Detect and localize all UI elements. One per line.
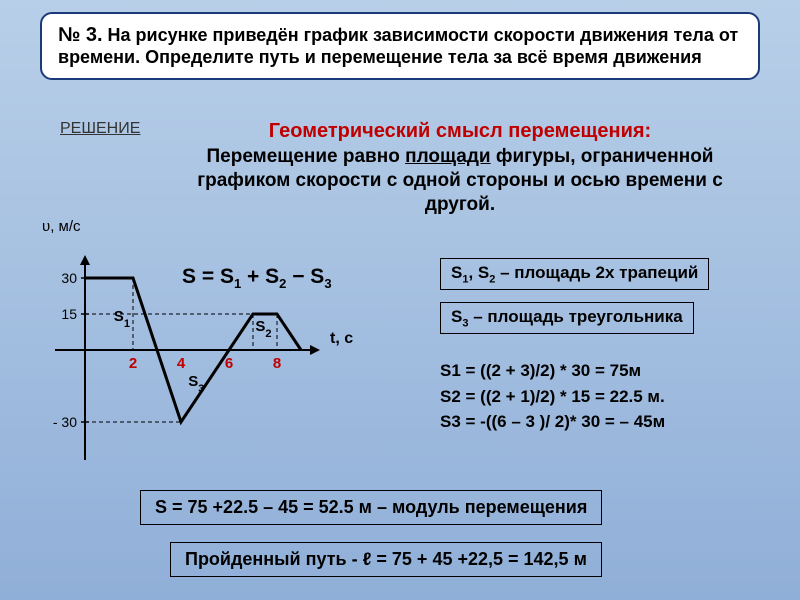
trapezoid-note: S1, S2 – площадь 2х трапеций: [440, 258, 709, 290]
problem-box: № 3. На рисунке приведён график зависимо…: [40, 12, 760, 80]
calculations: S1 = ((2 + 3)/2) * 30 = 75м S2 = ((2 + 1…: [440, 358, 665, 435]
svg-text:- 30: - 30: [53, 414, 77, 430]
svg-text:S3: S3: [188, 373, 204, 395]
problem-text: № 3. На рисунке приведён график зависимо…: [58, 25, 738, 67]
y-axis-label: υ, м/с: [42, 218, 81, 235]
calc-s1: S1 = ((2 + 3)/2) * 30 = 75м: [440, 358, 665, 384]
result-path: Пройденный путь - ℓ = 75 + 45 +22,5 = 14…: [170, 542, 602, 577]
calc-s3: S3 = -((6 – 3 )/ 2)* 30 = – 45м: [440, 409, 665, 435]
formula-sum: S = S1 + S2 − S3: [182, 265, 332, 291]
calc-s2: S2 = ((2 + 1)/2) * 15 = 22.5 м.: [440, 384, 665, 410]
svg-text:15: 15: [61, 306, 77, 322]
problem-body: На рисунке приведён график зависимости с…: [58, 25, 738, 67]
x-axis-label: t, с: [330, 330, 353, 348]
svg-text:4: 4: [177, 355, 186, 372]
solution-label: РЕШЕНИЕ: [60, 120, 140, 138]
triangle-note: S3 – площадь треугольника: [440, 302, 694, 334]
svg-text:S1: S1: [114, 308, 130, 330]
svg-text:2: 2: [129, 355, 137, 372]
result-displacement: S = 75 +22.5 – 45 = 52.5 м – модуль пере…: [140, 490, 602, 525]
svg-text:6: 6: [225, 355, 233, 372]
svg-text:8: 8: [273, 355, 281, 372]
svg-text:S2: S2: [255, 318, 271, 340]
geom-title: Геометрический смысл перемещения:: [180, 120, 740, 143]
svg-text:30: 30: [61, 270, 77, 286]
geom-sub: Перемещение равно площади фигуры, ограни…: [160, 145, 760, 216]
problem-number: № 3.: [58, 24, 103, 46]
